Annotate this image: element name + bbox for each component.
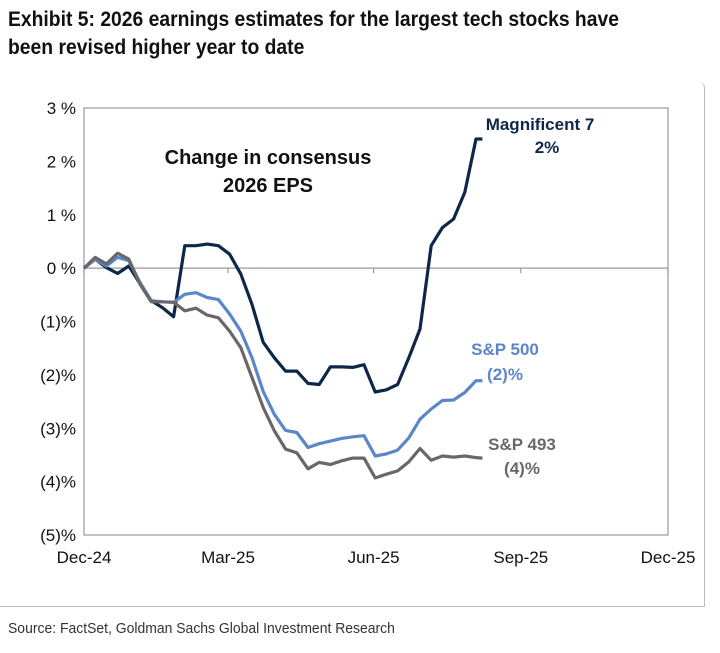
y-tick-label: 2 % <box>47 152 76 171</box>
series-label: S&P 500 <box>471 340 539 359</box>
x-tick-label: Dec-24 <box>57 548 112 567</box>
y-tick-label: (5)% <box>40 526 76 545</box>
series-label: S&P 493 <box>488 435 556 454</box>
y-tick-label: (4)% <box>40 473 76 492</box>
series-end-value: 2% <box>535 138 560 157</box>
y-tick-label: 3 % <box>47 99 76 118</box>
y-tick-label: (3)% <box>40 419 76 438</box>
chart-annotation: Change in consensus <box>165 147 372 169</box>
source-note: Source: FactSet, Goldman Sachs Global In… <box>8 620 395 637</box>
plot-area <box>83 107 669 536</box>
x-tick-label: Jun-25 <box>348 548 400 567</box>
series-end-value: (4)% <box>504 459 540 478</box>
series-end-value: (2)% <box>487 365 523 384</box>
chart-annotation: 2026 EPS <box>223 175 313 197</box>
exhibit-frame <box>0 82 705 607</box>
x-tick-label: Sep-25 <box>493 548 548 567</box>
y-tick-label: (2)% <box>40 366 76 385</box>
y-tick-label: (1)% <box>40 313 76 332</box>
y-tick-label: 1 % <box>47 206 76 225</box>
x-tick-label: Dec-25 <box>641 548 696 567</box>
series-label: Magnificent 7 <box>486 115 595 134</box>
series-line-s-p-493 <box>82 251 483 480</box>
x-tick-label: Mar-25 <box>201 548 255 567</box>
exhibit-title: Exhibit 5: 2026 earnings estimates for t… <box>8 8 619 59</box>
y-tick-label: 0 % <box>47 259 76 278</box>
